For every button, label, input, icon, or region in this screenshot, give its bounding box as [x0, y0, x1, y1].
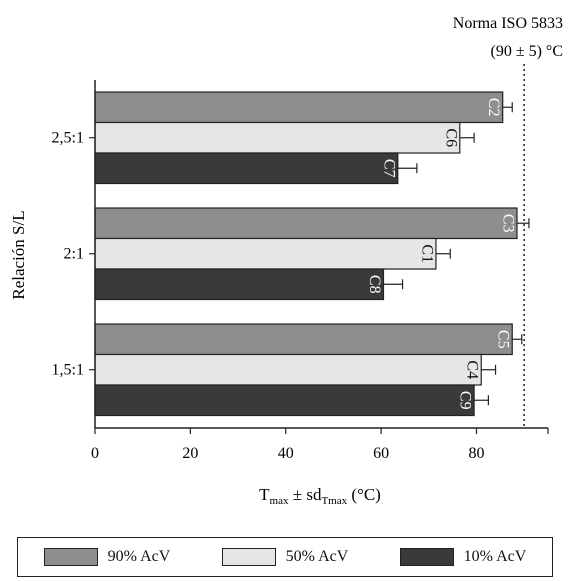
bar-C5 — [94, 323, 513, 356]
legend-label-90: 90% AcV — [107, 548, 171, 565]
bar-C8 — [94, 268, 385, 301]
bar-label-C7: C7 — [380, 159, 397, 178]
legend: 90% AcV 50% AcV 10% AcV — [17, 537, 553, 577]
bars-group: C2 C6 C7 C3 C1 C8 C5 C4 C9 — [94, 91, 530, 417]
bar-label-C8: C8 — [366, 275, 383, 294]
legend-item-10: 10% AcV — [399, 548, 527, 566]
x-tick-label: 40 — [278, 445, 294, 462]
y-axis-title: Relación S/L — [9, 210, 28, 299]
legend-swatch-10 — [399, 548, 454, 566]
legend-label-10: 10% AcV — [463, 548, 527, 565]
bar-C4 — [94, 353, 482, 386]
legend-swatch-90 — [43, 548, 98, 566]
bar-label-C4: C4 — [464, 360, 481, 379]
x-axis-title-mid: ± sd — [289, 485, 322, 504]
bar-C6 — [94, 121, 461, 154]
legend-label-50: 50% AcV — [285, 548, 349, 565]
x-tick-label: 20 — [182, 445, 198, 462]
bar-label-C6: C6 — [442, 128, 459, 147]
bar-label-C5: C5 — [495, 330, 512, 349]
y-tick-label: 2:1 — [64, 245, 84, 262]
x-axis-title-sub1: max — [270, 495, 289, 507]
bar-label-C3: C3 — [500, 214, 517, 233]
reference-label-line2: (90 ± 5) °C — [490, 43, 563, 60]
y-tick-label: 1,5:1 — [52, 361, 84, 378]
chart-svg: C2 C6 C7 C3 C1 C8 C5 C4 C9 2,5:1 2:1 1,5:1 0 20 40 60 8… — [9, 15, 563, 507]
bar-label-C2: C2 — [485, 98, 502, 117]
x-axis-title: Tmax ± sdTmax (°C) — [259, 485, 381, 507]
x-tick-label: 80 — [468, 445, 484, 462]
bar-C7 — [94, 152, 399, 185]
x-tick-label: 60 — [373, 445, 389, 462]
x-axis-title-tail: (°C) — [347, 485, 381, 504]
bar-C2 — [94, 91, 504, 124]
legend-item-90: 90% AcV — [43, 548, 171, 566]
bar-C9 — [94, 384, 475, 417]
legend-item-50: 50% AcV — [221, 548, 349, 566]
bar-label-C9: C9 — [457, 391, 474, 410]
axes-group: 2,5:1 2:1 1,5:1 0 20 40 60 80 — [52, 80, 549, 462]
bar-C1 — [94, 237, 437, 270]
x-axis-title-main: T — [259, 485, 270, 504]
legend-swatch-50 — [221, 548, 276, 566]
bar-C3 — [94, 207, 518, 240]
bar-label-C1: C1 — [418, 244, 435, 263]
reference-label-line1: Norma ISO 5833 — [453, 15, 563, 32]
x-axis-title-sub2: Tmax — [321, 495, 347, 507]
x-tick-label: 0 — [91, 445, 99, 462]
y-tick-label: 2,5:1 — [52, 129, 84, 146]
